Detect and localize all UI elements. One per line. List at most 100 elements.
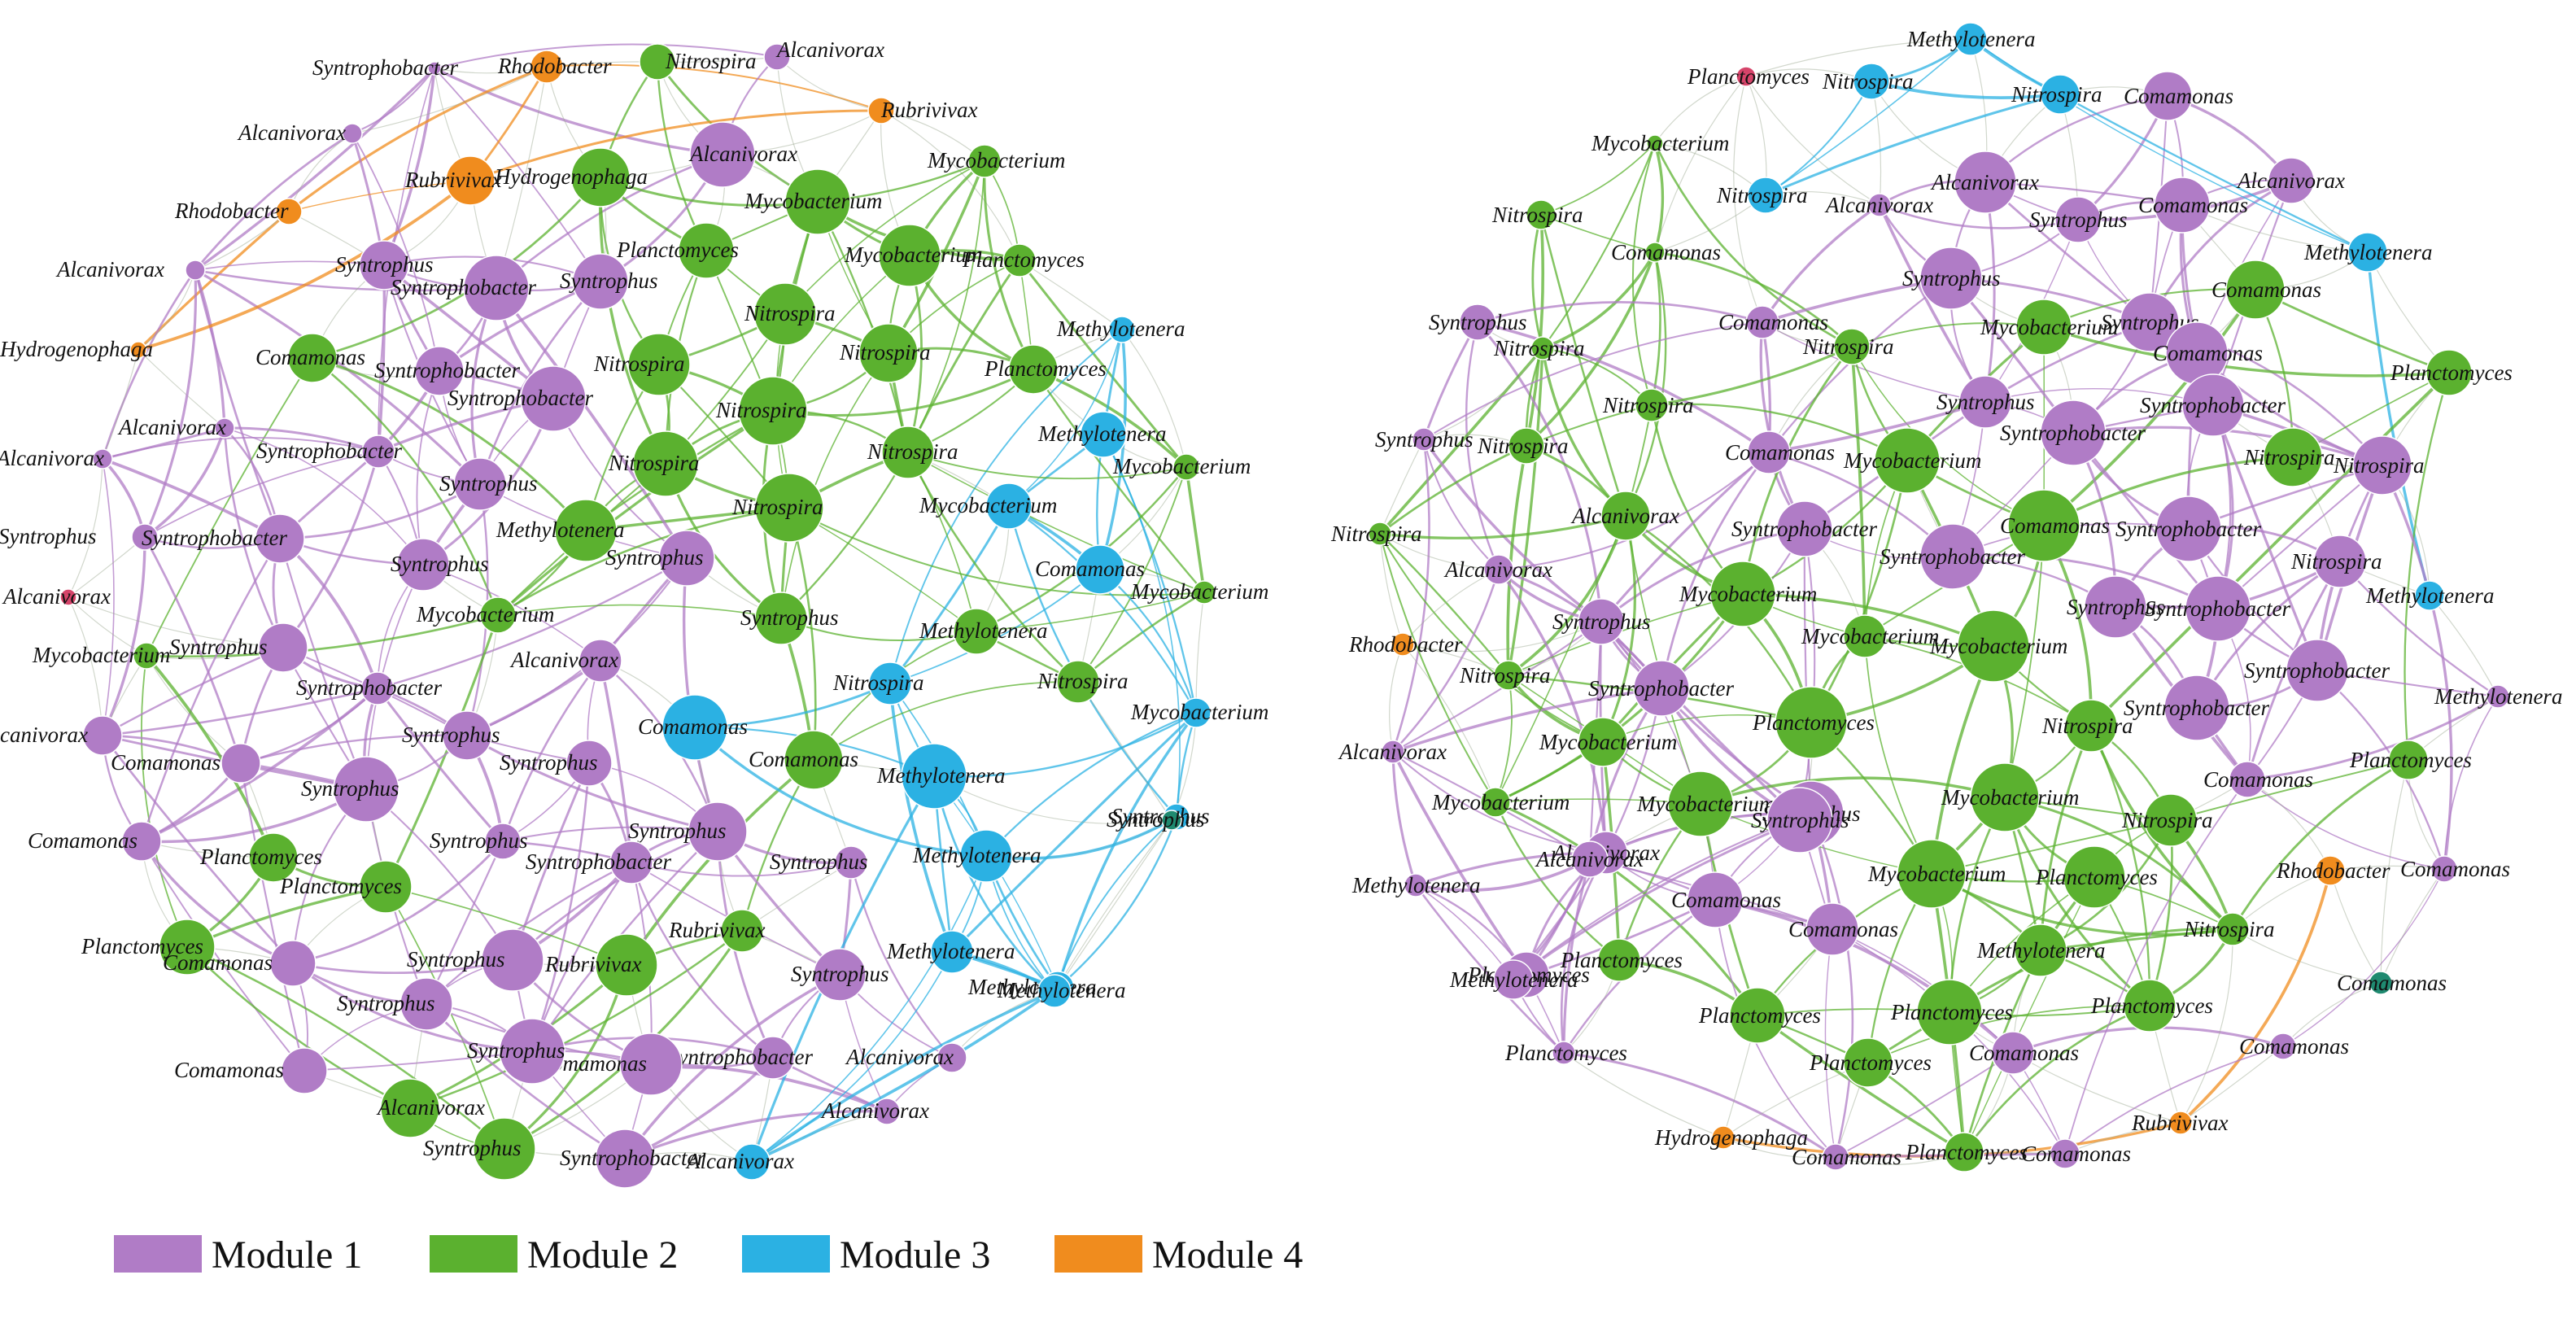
node-label: Alcanivorax [509,648,618,672]
node-label: Alcanivorax [1443,557,1552,582]
node-label: Comamonas [1792,1145,1901,1169]
network-edge [194,269,497,292]
network-node [937,1042,967,1073]
network-edge [889,329,1123,684]
network-edge [351,66,548,134]
node-label: Mycobacterium [1929,634,2067,658]
network-node [1867,193,1892,217]
network-node [688,801,748,862]
node-label: Alcanivorax [1338,740,1447,764]
network-node [1745,305,1779,339]
network-edge [1952,553,2219,610]
network-node [1954,151,2017,214]
network-edge [434,43,778,69]
network-node [1597,938,1641,982]
network-node [2007,489,2080,562]
node-label: Mycobacterium [1941,785,2079,810]
network-node [967,144,1002,178]
node-label: Alcanivorax [0,446,104,470]
network-node [754,473,824,543]
network-node [82,715,123,756]
node-label: Syntrophus [560,269,658,293]
network-edge [224,426,379,453]
network-node [1002,243,1037,277]
network-node [2388,740,2429,780]
legend-swatch-m4 [1054,1235,1142,1273]
node-label: Nitrospira [593,351,685,376]
network-node [2123,979,2177,1033]
node-label: Syntrophobacter [296,675,442,700]
network-edge [750,989,1055,1164]
node-label: Syntrophobacter [256,439,402,463]
node-label: Nitrospira [2333,453,2425,478]
network-edge [599,660,633,863]
network-edge [1415,858,1591,892]
node-label: Mycobacterium [844,242,982,267]
network-edge [1077,466,1187,683]
node-label: Comamonas [1718,310,1828,334]
network-node [2163,675,2230,741]
node-label: Syntrophobacter [374,358,520,382]
legend-swatch-m2 [430,1235,517,1273]
node-label: Comamonas [2021,1142,2131,1166]
network-node [396,538,450,592]
network-node [1404,873,1428,897]
network-edge [1402,644,1496,803]
network-edge [512,830,718,961]
node-label: Nitrospira [2290,549,2382,574]
network-edge [1018,260,1188,468]
network-node [953,608,1000,655]
network-node [133,642,160,670]
network-node [2414,580,2445,611]
network-node [1578,717,1628,767]
network-edge [1379,533,1404,645]
network-node [255,513,305,564]
node-label: Planctomyces [1504,1041,1627,1065]
network-edge [1765,81,1872,196]
network-node [572,253,629,310]
network-node [1991,1031,2035,1075]
network-edge [2232,928,2382,984]
node-label: Comamonas [2138,193,2248,217]
network-node [1775,686,1848,759]
network-node [359,240,409,290]
network-edge [426,1003,626,1160]
network-left-nodes: Syntrophobacter Rhodobacter Nitrospira Alca… [0,37,1268,1189]
network-node [481,928,544,992]
node-label: Planctomyces [1560,948,1683,972]
node-label: Syntrophus [430,828,528,853]
network-node [214,417,235,439]
network-edge [2180,1046,2284,1124]
network-node [753,282,817,346]
network-edge [889,569,1101,684]
network-node [445,155,496,206]
network-node [2084,575,2147,639]
node-label: Methylotenera [1351,873,1480,897]
node-label: Alcanivorax [2,584,111,609]
network-edge [1422,438,1603,623]
node-label: Methylotenera [919,618,1047,643]
network-node [1161,810,1182,831]
node-label: Syntrophus [1552,609,1651,634]
network-edge [145,654,275,858]
network-node [453,457,507,511]
network-edge [292,840,504,965]
node-label: Planctomyces [2090,993,2213,1018]
network-edge [1495,593,1744,804]
network-edge [889,505,1011,684]
network-edge [1600,621,1812,815]
network-edge [141,687,379,843]
network-edge [186,946,411,1110]
node-label: Syntrophobacter [391,275,536,299]
network-node [1056,660,1100,704]
network-edge [1824,928,1836,1158]
network-edge [1653,142,1665,253]
node-label: Alcanivorax [237,120,346,145]
network-edge [382,68,436,266]
network-edge [1654,251,1853,347]
node-label: Methylotenera [1056,317,1185,341]
network-node [873,1098,901,1125]
node-label: Planctomyces [962,247,1085,272]
network-edge [1525,214,1545,447]
